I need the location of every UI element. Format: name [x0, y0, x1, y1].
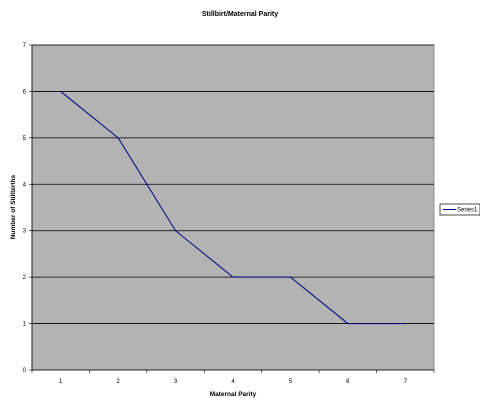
x-tick-label: 3: [174, 379, 178, 385]
y-tick-label: 7: [23, 43, 27, 49]
x-tick-label: 7: [404, 379, 408, 385]
x-tick-label: 6: [346, 379, 350, 385]
y-tick-label: 1: [23, 322, 27, 328]
y-tick-label: 6: [23, 89, 27, 95]
legend-box: [439, 203, 480, 216]
x-tick-label: 5: [289, 379, 293, 385]
y-tick-label: 5: [23, 136, 27, 142]
gridlines: [32, 44, 434, 324]
series-line: [60, 91, 406, 325]
y-tick-label: 2: [23, 275, 27, 281]
plot-area: [31, 44, 435, 371]
chart-title: Stillbirt/Maternal Parity: [202, 11, 278, 18]
x-tick-label: 4: [231, 379, 235, 385]
y-axis-ticks: 0 1 2 3 4 5 6 7: [23, 43, 32, 374]
x-tick-label: 1: [59, 379, 63, 385]
x-tick-label: 2: [116, 379, 120, 385]
y-axis-title: Number of Stillbirths: [10, 174, 17, 239]
y-tick-label: 4: [23, 182, 27, 188]
legend-label: Series1: [457, 208, 478, 214]
y-tick-label: 0: [23, 368, 27, 374]
y-tick-label: 3: [23, 229, 27, 235]
legend: Series1: [439, 203, 480, 216]
x-axis-ticks: 1 2 3 4 5 6 7: [31, 370, 435, 385]
x-axis-title: Maternal Parity: [210, 391, 257, 398]
